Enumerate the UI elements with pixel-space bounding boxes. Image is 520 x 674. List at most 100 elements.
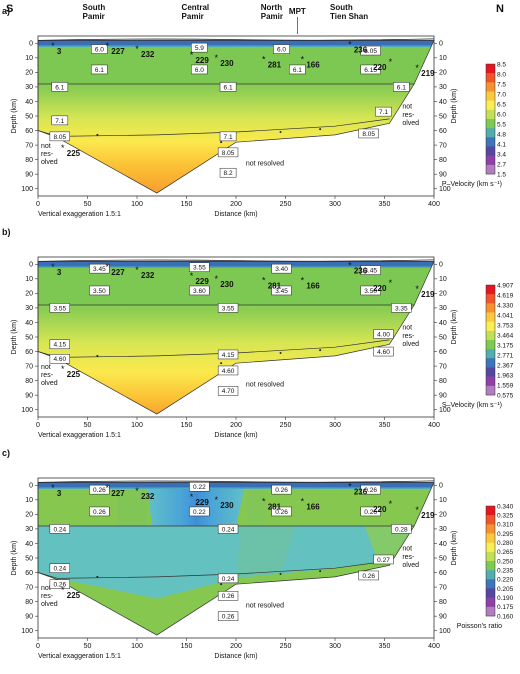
earthquake-marker: * (61, 143, 65, 153)
model-boundary (37, 482, 435, 636)
y-tick-label: 30 (25, 84, 33, 91)
not-resolved-left-label: not res-olved (41, 143, 58, 166)
value-label: 6.0 (273, 44, 290, 54)
svg-text:4.00: 4.00 (377, 331, 390, 338)
earthquake-marker: * (61, 364, 65, 374)
earthquake-label: 220 (373, 284, 387, 293)
y-tick-label: 0 (29, 262, 33, 269)
earthquake-label: 3 (57, 268, 62, 277)
colorbar-swatch (486, 294, 495, 304)
y-tick-label: 90 (25, 613, 33, 620)
svg-text:6.05: 6.05 (364, 48, 377, 55)
svg-text:7.1: 7.1 (224, 134, 233, 141)
x-tick-label: 150 (181, 643, 193, 650)
y-axis-label-right: Depth (km) (451, 531, 458, 566)
colorbar-tick: 0.280 (497, 540, 514, 547)
colorbar-tick: 3.175 (497, 342, 514, 349)
y-tick-label-right: 40 (439, 541, 447, 548)
earthquake-marker: * (61, 585, 65, 595)
y-axis-label-right: Depth (km) (451, 89, 458, 124)
colorbar: 8.5 8.0 7.5 7.0 6.5 6.0 5.5 4.8 4.1 3.4 2.7 1.5 P–Ve… (442, 61, 507, 188)
colorbar-tick: 4.1 (497, 141, 506, 148)
svg-text:0.26: 0.26 (222, 614, 235, 621)
value-label: 5.9 (191, 42, 208, 53)
earthquake-label: 232 (141, 492, 155, 501)
colorbar-swatch (486, 155, 495, 166)
colorbar-tick: 0.250 (497, 558, 514, 565)
earthquake-label: 225 (67, 149, 81, 158)
value-label: 3.35 (391, 303, 412, 313)
earthquake-marker: * (190, 50, 194, 60)
x-tick-label: 100 (131, 201, 143, 208)
colorbar-swatch (486, 597, 495, 608)
colorbar-tick: 7.0 (497, 91, 506, 98)
not-resolved-left-label: not res-olved (41, 585, 58, 608)
not-resolved-right-label: not res-olved (402, 325, 419, 348)
colorbar-tick: 2.367 (497, 362, 514, 369)
north-label: N (496, 3, 504, 15)
colorbar-tick: 2.771 (497, 352, 514, 359)
y-tick-label: 60 (25, 128, 33, 135)
value-label: 3.45 (89, 263, 110, 274)
x-tick-label: 300 (329, 201, 341, 208)
earthquake-marker: * (214, 274, 218, 284)
y-tick-label-right: 80 (439, 157, 447, 164)
south-label: S (6, 3, 13, 15)
y-tick-label: 0 (29, 483, 33, 490)
value-label: 4.60 (49, 354, 70, 364)
not-resolved-right-label: not res-olved (402, 104, 419, 127)
colorbar-swatch (486, 349, 495, 359)
y-tick-label-right: 70 (439, 142, 447, 149)
svg-text:0.26: 0.26 (93, 509, 106, 516)
svg-text:0.26: 0.26 (275, 509, 288, 516)
x-tick-label: 250 (280, 422, 292, 429)
earthquake-marker: * (415, 284, 419, 294)
earthquake-marker: * (389, 278, 393, 288)
svg-text:8.05: 8.05 (222, 150, 235, 157)
earthquake-label: 219 (421, 290, 435, 299)
svg-text:3.55: 3.55 (193, 265, 206, 272)
y-tick-label-right: 50 (439, 113, 447, 120)
colorbar-swatch (486, 515, 495, 525)
y-tick-label-right: 40 (439, 320, 447, 327)
y-tick-label: 60 (25, 570, 33, 577)
value-label: 0.24 (49, 524, 70, 534)
value-label: 3.45 (271, 285, 292, 296)
x-tick-label: 100 (131, 422, 143, 429)
svg-text:8.2: 8.2 (224, 170, 233, 177)
value-label: 3.55 (49, 303, 70, 313)
value-label: 3.50 (89, 285, 110, 296)
event-dot (319, 349, 322, 352)
svg-text:0.24: 0.24 (53, 566, 66, 573)
colorbar-tick: 0.310 (497, 522, 514, 529)
y-tick-label-right: 100 (439, 186, 451, 193)
value-label: 0.22 (189, 481, 210, 492)
earthquake-label: 281 (268, 502, 282, 511)
value-label: 3.60 (189, 285, 210, 296)
y-tick-label: 70 (25, 142, 33, 149)
event-dot (96, 575, 99, 578)
svg-text:4.70: 4.70 (222, 388, 235, 395)
y-tick-label: 70 (25, 363, 33, 370)
colorbar-swatch (486, 303, 495, 313)
y-tick-label: 80 (25, 157, 33, 164)
value-label: 4.60 (217, 365, 239, 376)
region-label: Central Pamir (182, 3, 210, 21)
y-tick-label: 60 (25, 349, 33, 356)
value-label: 3.55 (217, 303, 239, 313)
earthquake-label: 227 (111, 489, 125, 498)
value-label: 8.05 (358, 128, 379, 139)
svg-text:0.28: 0.28 (395, 526, 408, 533)
colorbar-swatch (486, 551, 495, 562)
colorbar-tick: 0.190 (497, 595, 514, 602)
value-label: 0.26 (271, 484, 292, 495)
x-tick-label: 250 (280, 643, 292, 650)
earthquake-label: 220 (373, 63, 387, 72)
y-tick-label-right: 10 (439, 497, 447, 504)
earthquake-marker: * (348, 261, 352, 271)
svg-text:8.05: 8.05 (362, 131, 375, 138)
svg-text:0.26: 0.26 (362, 573, 375, 580)
svg-text:7.1: 7.1 (379, 109, 388, 116)
earthquake-marker: * (262, 54, 266, 64)
